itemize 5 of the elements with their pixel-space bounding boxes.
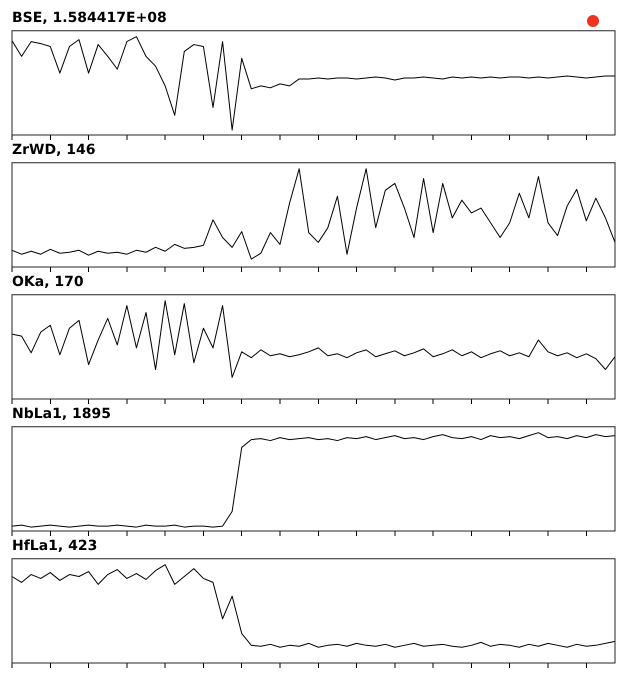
chart-title: HfLa1, 423: [12, 538, 98, 554]
chart-title: OKa, 170: [12, 274, 84, 290]
chart-title: NbLa1, 1895: [12, 406, 112, 422]
chart-title: BSE, 1.584417E+08: [12, 10, 167, 26]
chart-title: ZrWD, 146: [12, 142, 96, 158]
